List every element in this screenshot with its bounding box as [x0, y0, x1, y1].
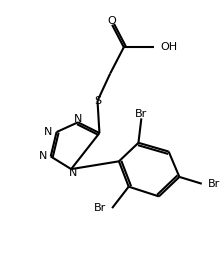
Text: N: N [74, 114, 82, 124]
Text: Br: Br [94, 203, 106, 213]
Text: N: N [38, 151, 47, 161]
Text: Br: Br [135, 108, 147, 119]
Text: N: N [44, 127, 53, 137]
Text: Br: Br [208, 179, 220, 189]
Text: N: N [69, 168, 77, 178]
Text: OH: OH [160, 42, 177, 52]
Text: O: O [108, 16, 116, 26]
Text: S: S [94, 96, 101, 106]
